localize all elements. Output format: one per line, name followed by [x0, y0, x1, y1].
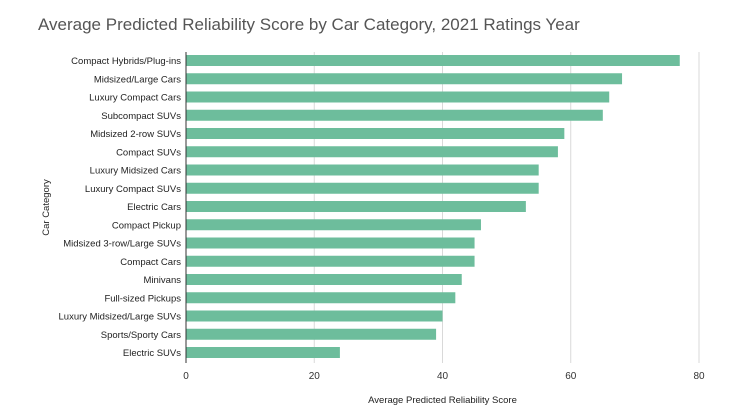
bar-7	[186, 182, 539, 194]
category-label-13: Full-sized Pickups	[104, 293, 181, 304]
bar-2	[186, 91, 610, 103]
category-label-0: Compact Hybrids/Plug-ins	[71, 56, 181, 67]
category-label-15: Sports/Sporty Cars	[101, 330, 181, 341]
category-label-3: Subcompact SUVs	[101, 111, 181, 122]
x-axis-title: Average Predicted Reliability Score	[368, 395, 517, 406]
category-label-2: Luxury Compact Cars	[89, 93, 181, 104]
category-label-12: Minivans	[144, 275, 182, 286]
category-label-16: Electric SUVs	[123, 348, 181, 359]
chart-title: Average Predicted Reliability Score by C…	[38, 15, 580, 34]
bar-15	[186, 328, 437, 340]
category-label-1: Midsized/Large Cars	[94, 74, 181, 85]
bar-14	[186, 310, 443, 322]
y-axis-title: Car Category	[41, 179, 52, 236]
category-label-14: Luxury Midsized/Large SUVs	[59, 312, 182, 323]
category-label-5: Compact SUVs	[116, 147, 181, 158]
bar-6	[186, 164, 539, 176]
category-labels: Compact Hybrids/Plug-ins Midsized/Large C…	[59, 56, 182, 359]
category-label-7: Luxury Compact SUVs	[85, 184, 181, 195]
bar-13	[186, 292, 456, 304]
x-tick-label-2: 40	[437, 371, 449, 382]
x-tick-labels: 0 20 40 60 80	[183, 371, 705, 382]
bars	[186, 55, 680, 358]
category-label-11: Compact Cars	[120, 257, 181, 268]
x-tick-label-1: 20	[309, 371, 321, 382]
bar-0	[186, 55, 680, 66]
category-label-9: Compact Pickup	[112, 220, 181, 231]
bar-16	[186, 347, 340, 358]
bar-5	[186, 146, 558, 158]
bar-1	[186, 73, 623, 85]
category-label-10: Midsized 3-row/Large SUVs	[63, 239, 181, 250]
bar-12	[186, 274, 462, 285]
category-label-8: Electric Cars	[127, 202, 181, 213]
category-label-6: Luxury Midsized Cars	[90, 166, 182, 177]
x-tick-label-4: 80	[693, 371, 705, 382]
x-tick-label-0: 0	[183, 371, 189, 382]
bar-10	[186, 237, 475, 249]
category-label-4: Midsized 2-row SUVs	[90, 129, 181, 140]
x-tick-label-3: 60	[565, 371, 577, 382]
bar-9	[186, 219, 481, 231]
bar-8	[186, 201, 526, 212]
bar-4	[186, 128, 565, 139]
bar-3	[186, 109, 603, 121]
bar-11	[186, 255, 475, 267]
